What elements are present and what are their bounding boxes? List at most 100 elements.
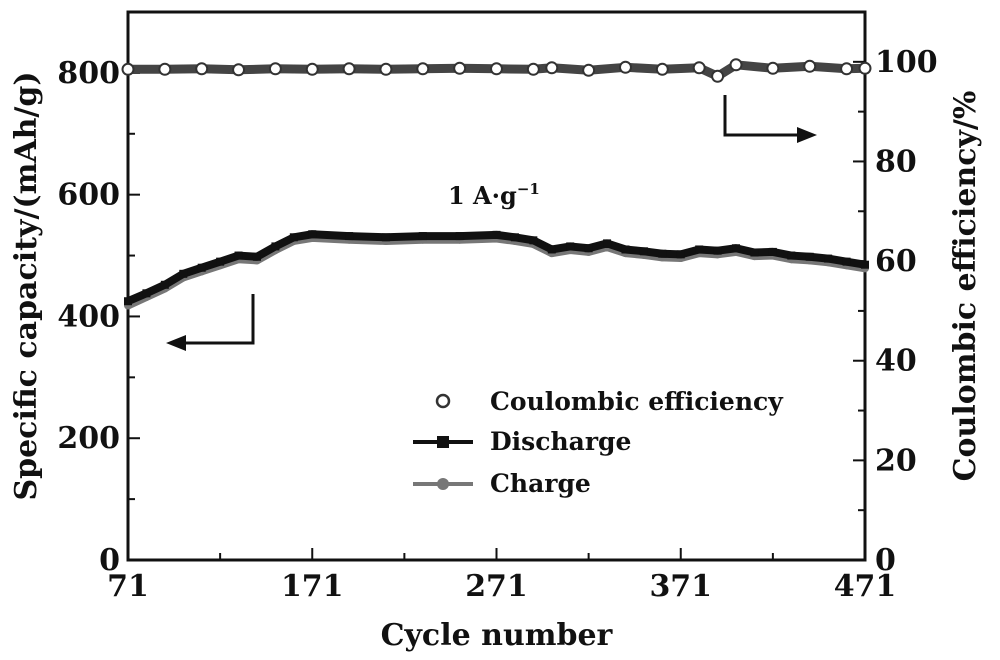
discharge-point	[345, 232, 354, 241]
discharge-point	[603, 239, 612, 248]
legend-item-discharge: Discharge	[413, 427, 631, 456]
discharge-line	[126, 230, 866, 305]
efficiency-point	[195, 62, 209, 76]
y-left-tick-label: 800	[57, 56, 120, 91]
efficiency-point	[858, 61, 872, 75]
current-density-main: 1 A·g	[448, 181, 517, 210]
discharge-point	[289, 233, 298, 242]
discharge-point	[787, 251, 796, 260]
series-layer	[121, 58, 872, 310]
efficiency-point	[453, 61, 467, 75]
discharge-point	[805, 252, 814, 261]
discharge-point	[676, 250, 685, 259]
efficiency-point	[655, 62, 669, 76]
filled-circle-icon	[437, 478, 449, 490]
discharge-point	[584, 244, 593, 253]
efficiency-point	[729, 58, 743, 72]
efficiency-point	[379, 62, 393, 76]
discharge-point	[197, 263, 206, 272]
y-axis-left-title: Specific capacity/(mAh/g)	[9, 71, 44, 500]
current-density-annotation: 1 A·g−1	[448, 180, 540, 210]
efficiency-point	[490, 62, 503, 76]
legend-label-charge: Charge	[490, 469, 591, 498]
charge-line	[126, 233, 866, 310]
discharge-point	[179, 269, 188, 278]
y-right-tick-label: 60	[875, 244, 917, 279]
left-axis-arrow-icon	[166, 294, 255, 351]
efficiency-point	[268, 62, 282, 76]
discharge-point	[216, 257, 225, 266]
y-right-tick-label: 0	[875, 543, 896, 578]
discharge-point	[455, 232, 464, 241]
x-tick-label: 271	[465, 569, 528, 604]
efficiency-point	[305, 62, 319, 76]
open-circle-icon	[435, 393, 451, 409]
discharge-point	[308, 230, 317, 239]
legend-label-discharge: Discharge	[490, 427, 631, 456]
efficiency-point	[416, 62, 430, 76]
discharge-point	[160, 280, 169, 289]
y-right-tick-label: 100	[875, 45, 938, 80]
y-left-tick-label: 0	[99, 543, 120, 578]
discharge-point	[234, 251, 243, 260]
discharge-point	[418, 232, 427, 241]
efficiency-point	[711, 69, 725, 83]
efficiency-point	[526, 62, 540, 76]
x-tick-label: 171	[281, 569, 344, 604]
y-left-tick-label: 400	[57, 299, 120, 334]
efficiency-point	[582, 63, 596, 77]
series-charge	[124, 233, 869, 310]
efficiency-point	[545, 61, 559, 75]
discharge-point	[547, 245, 556, 254]
discharge-point	[713, 246, 722, 255]
discharge-point	[861, 260, 869, 269]
discharge-point	[695, 245, 704, 254]
x-axis-title: Cycle number	[381, 618, 614, 653]
legend-item-coulombic: Coulombic efficiency	[435, 387, 784, 416]
discharge-point	[492, 230, 501, 239]
discharge-point	[732, 244, 741, 253]
y-left-tick-label: 200	[57, 421, 120, 456]
legend-item-charge: Charge	[413, 469, 591, 498]
efficiency-point	[232, 63, 246, 77]
y-left-tick-label: 600	[57, 178, 120, 213]
discharge-point	[639, 247, 648, 256]
discharge-point	[621, 245, 630, 254]
filled-square-icon	[437, 436, 449, 448]
efficiency-point	[121, 62, 135, 76]
efficiency-point	[618, 60, 632, 74]
y-right-tick-label: 20	[875, 443, 917, 478]
efficiency-point	[803, 59, 817, 73]
axis-ticks	[127, 60, 866, 561]
discharge-point	[824, 254, 833, 263]
right-axis-arrow-icon	[723, 95, 817, 143]
y-right-tick-label: 40	[875, 344, 917, 379]
discharge-point	[142, 289, 151, 298]
legend-label-coulombic: Coulombic efficiency	[490, 387, 784, 416]
discharge-point	[750, 248, 759, 257]
discharge-point	[381, 233, 390, 242]
series-discharge	[124, 230, 869, 306]
efficiency-point	[840, 62, 854, 76]
discharge-point	[124, 297, 132, 306]
x-tick-label: 471	[834, 569, 897, 604]
discharge-point	[658, 249, 667, 258]
legend: Coulombic efficiency Discharge Charge	[413, 387, 784, 498]
efficiency-point	[342, 62, 356, 76]
efficiency-point	[158, 62, 172, 76]
discharge-point	[768, 247, 777, 256]
y-right-tick-label: 80	[875, 144, 917, 179]
series-coulombic-efficiency	[121, 58, 872, 83]
discharge-point	[510, 233, 519, 242]
discharge-point	[271, 242, 280, 251]
discharge-point	[252, 252, 261, 261]
efficiency-point	[692, 61, 706, 75]
x-tick-label: 71	[107, 569, 149, 604]
discharge-point	[529, 236, 538, 245]
current-density-superscript: −1	[517, 180, 540, 198]
discharge-point	[842, 257, 851, 266]
x-tick-label: 371	[649, 569, 712, 604]
discharge-point	[566, 242, 575, 251]
